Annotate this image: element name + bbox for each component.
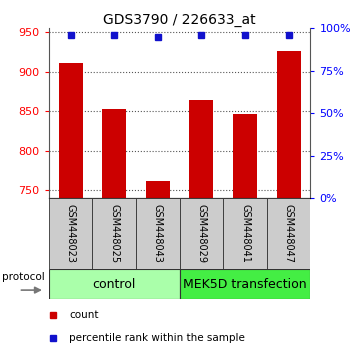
Bar [92, 198, 136, 269]
Bar [277, 51, 301, 198]
Bar [49, 198, 92, 269]
Text: GSM448025: GSM448025 [109, 204, 119, 263]
Bar [179, 198, 223, 269]
Text: GSM448041: GSM448041 [240, 204, 250, 263]
Bar [190, 100, 213, 198]
Bar [136, 198, 179, 269]
Bar [179, 269, 310, 299]
Text: GSM448029: GSM448029 [196, 204, 206, 263]
Text: GSM448023: GSM448023 [66, 204, 75, 263]
Text: GSM448047: GSM448047 [284, 204, 293, 263]
Text: count: count [69, 310, 99, 320]
Bar [233, 114, 257, 198]
Text: percentile rank within the sample: percentile rank within the sample [69, 333, 245, 343]
Bar [146, 181, 170, 198]
Title: GDS3790 / 226633_at: GDS3790 / 226633_at [103, 13, 256, 27]
Bar [223, 198, 267, 269]
Text: MEK5D transfection: MEK5D transfection [183, 278, 307, 291]
Text: control: control [92, 278, 136, 291]
Text: protocol: protocol [3, 273, 45, 282]
Bar [49, 269, 179, 299]
Bar [102, 109, 126, 198]
Bar [58, 63, 83, 198]
Text: GSM448043: GSM448043 [153, 204, 163, 263]
Bar [267, 198, 310, 269]
